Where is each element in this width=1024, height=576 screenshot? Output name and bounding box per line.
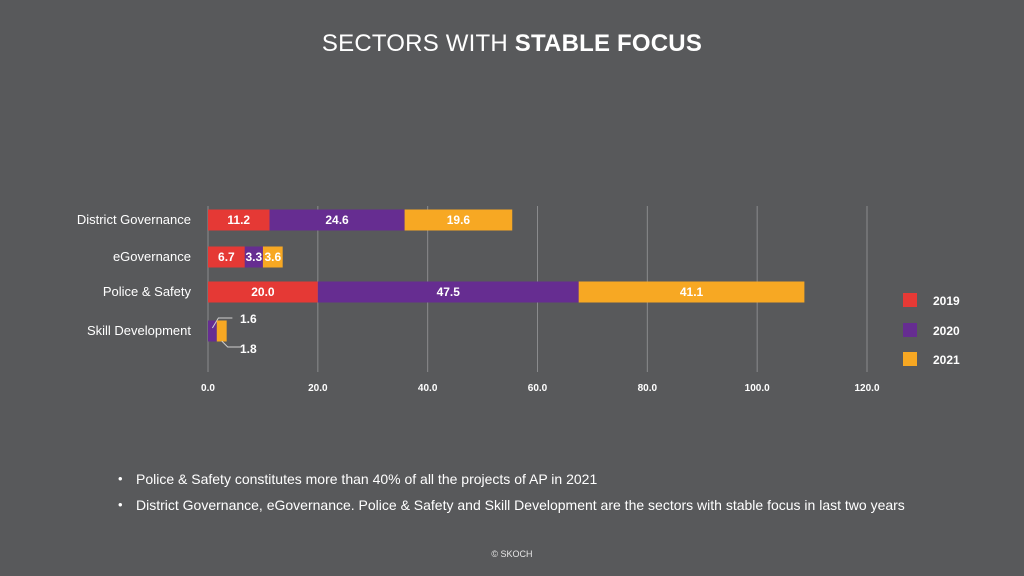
data-label: 47.5 — [437, 285, 461, 299]
x-tick-label: 60.0 — [528, 383, 548, 394]
data-label: 20.0 — [251, 285, 275, 299]
bar-segment-2019 — [208, 209, 270, 231]
legend-swatch-2021 — [903, 352, 917, 366]
bar-segment-2020 — [269, 209, 405, 231]
category-label: Police & Safety — [103, 284, 192, 299]
bullet-item: District Governance, eGovernance. Police… — [118, 495, 905, 521]
data-label: 1.6 — [240, 312, 257, 326]
data-label: 41.1 — [680, 285, 704, 299]
legend-label: 2020 — [933, 324, 960, 338]
stacked-bar-chart: 0.0 20.0 40.0 60.0 80.0 100.0 120.0 District Go… — [77, 206, 960, 394]
data-label: 3.6 — [264, 250, 281, 264]
bar-segment-2020 — [244, 246, 263, 268]
bar-segment-2021 — [216, 320, 227, 342]
legend-swatch-2020 — [903, 323, 917, 337]
category-label: Skill Development — [87, 323, 191, 338]
leader-line — [211, 317, 233, 329]
x-tick-label: 100.0 — [745, 383, 770, 394]
x-tick-label: 20.0 — [308, 383, 328, 394]
bullet-list: Police & Safety constitutes more than 40… — [118, 469, 905, 521]
bar-segment-2019 — [208, 281, 318, 303]
bar-segment-2021 — [404, 209, 513, 231]
x-tick-label: 80.0 — [638, 383, 658, 394]
bar-segment-2019 — [208, 246, 245, 268]
data-label: 11.2 — [227, 213, 250, 227]
bar-segment-2020 — [208, 320, 217, 342]
bullet-item: Police & Safety constitutes more than 40… — [118, 469, 905, 495]
data-label: 1.8 — [240, 342, 257, 356]
data-label: 3.3 — [246, 250, 263, 264]
legend-label: 2021 — [933, 353, 960, 367]
bar-segment-2021 — [262, 246, 283, 268]
category-label: eGovernance — [113, 249, 191, 264]
data-label: 24.6 — [325, 213, 349, 227]
title-bold: STABLE FOCUS — [514, 30, 703, 57]
x-tick-label: 40.0 — [418, 383, 438, 394]
data-label: 6.7 — [218, 250, 235, 264]
legend-swatch-2019 — [903, 293, 917, 307]
legend-label: 2019 — [933, 294, 960, 308]
category-label: District Governance — [77, 212, 191, 227]
title-prefix: SECTORS WITH — [321, 30, 515, 57]
leader-line — [221, 340, 242, 348]
footer: © SKOCH — [0, 549, 1024, 559]
bar-segment-2021 — [578, 281, 805, 303]
x-tick-label: 120.0 — [854, 383, 879, 394]
copyright-text: © SKOCH — [491, 549, 533, 559]
slide-title: SECTORS WITH STABLE FOCUS — [0, 30, 1024, 58]
x-tick-label: 0.0 — [201, 383, 215, 394]
data-label: 19.6 — [447, 213, 471, 227]
bar-segment-2020 — [317, 281, 579, 303]
